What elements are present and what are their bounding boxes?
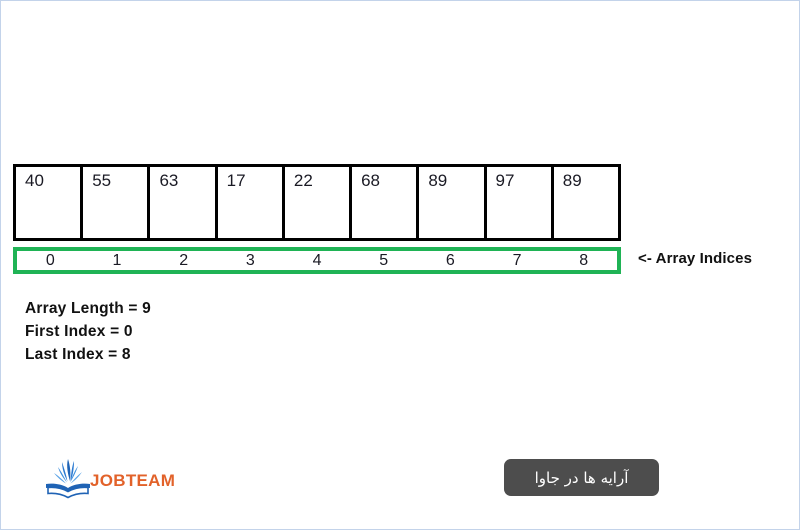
array-index: 1 (112, 251, 122, 269)
array-cell: 40 (16, 167, 84, 238)
array-index: 2 (179, 251, 189, 269)
array-index: 7 (512, 251, 522, 269)
array-cell: 17 (217, 167, 285, 238)
array-info-block: Array Length = 9 First Index = 0 Last In… (25, 297, 151, 366)
array-cell-value: 89 (428, 171, 448, 190)
array-cell-value: 63 (159, 171, 179, 190)
array-cell: 68 (352, 167, 420, 238)
jobteam-logo-text: JOBTEAM (90, 471, 176, 490)
array-diagram: 40 55 63 17 22 68 89 97 89 (13, 164, 621, 241)
array-index: 4 (312, 251, 322, 269)
last-index-line: Last Index = 8 (25, 346, 131, 363)
array-cell: 89 (553, 167, 618, 238)
array-index: 6 (445, 251, 455, 269)
array-cell-value: 89 (562, 171, 582, 190)
array-cell-value: 22 (293, 171, 313, 190)
array-cell: 55 (83, 167, 151, 238)
array-index-strip: 0 1 2 3 4 5 6 7 8 (13, 247, 621, 274)
array-cell: 63 (150, 167, 218, 238)
array-length-line: Array Length = 9 (25, 300, 151, 317)
array-cell-value: 97 (495, 171, 515, 190)
array-cell: 22 (284, 167, 353, 238)
array-cell-value: 40 (25, 171, 44, 190)
first-index-line: First Index = 0 (25, 323, 133, 340)
array-index: 3 (245, 251, 255, 269)
open-book-icon (43, 453, 93, 503)
arrays-in-java-button[interactable]: آرایه ها در جاوا (504, 459, 659, 496)
array-index: 0 (45, 251, 55, 269)
array-index: 5 (379, 251, 389, 269)
array-cell-value: 68 (361, 171, 381, 190)
array-cell: 89 (419, 167, 487, 238)
jobteam-logo: JOBTEAM (43, 453, 175, 505)
array-index: 8 (579, 251, 589, 269)
array-cell-value: 17 (226, 171, 246, 190)
array-cell-value: 55 (92, 171, 112, 190)
array-indices-caption: <- Array Indices (638, 250, 753, 267)
array-cell: 97 (486, 167, 554, 238)
